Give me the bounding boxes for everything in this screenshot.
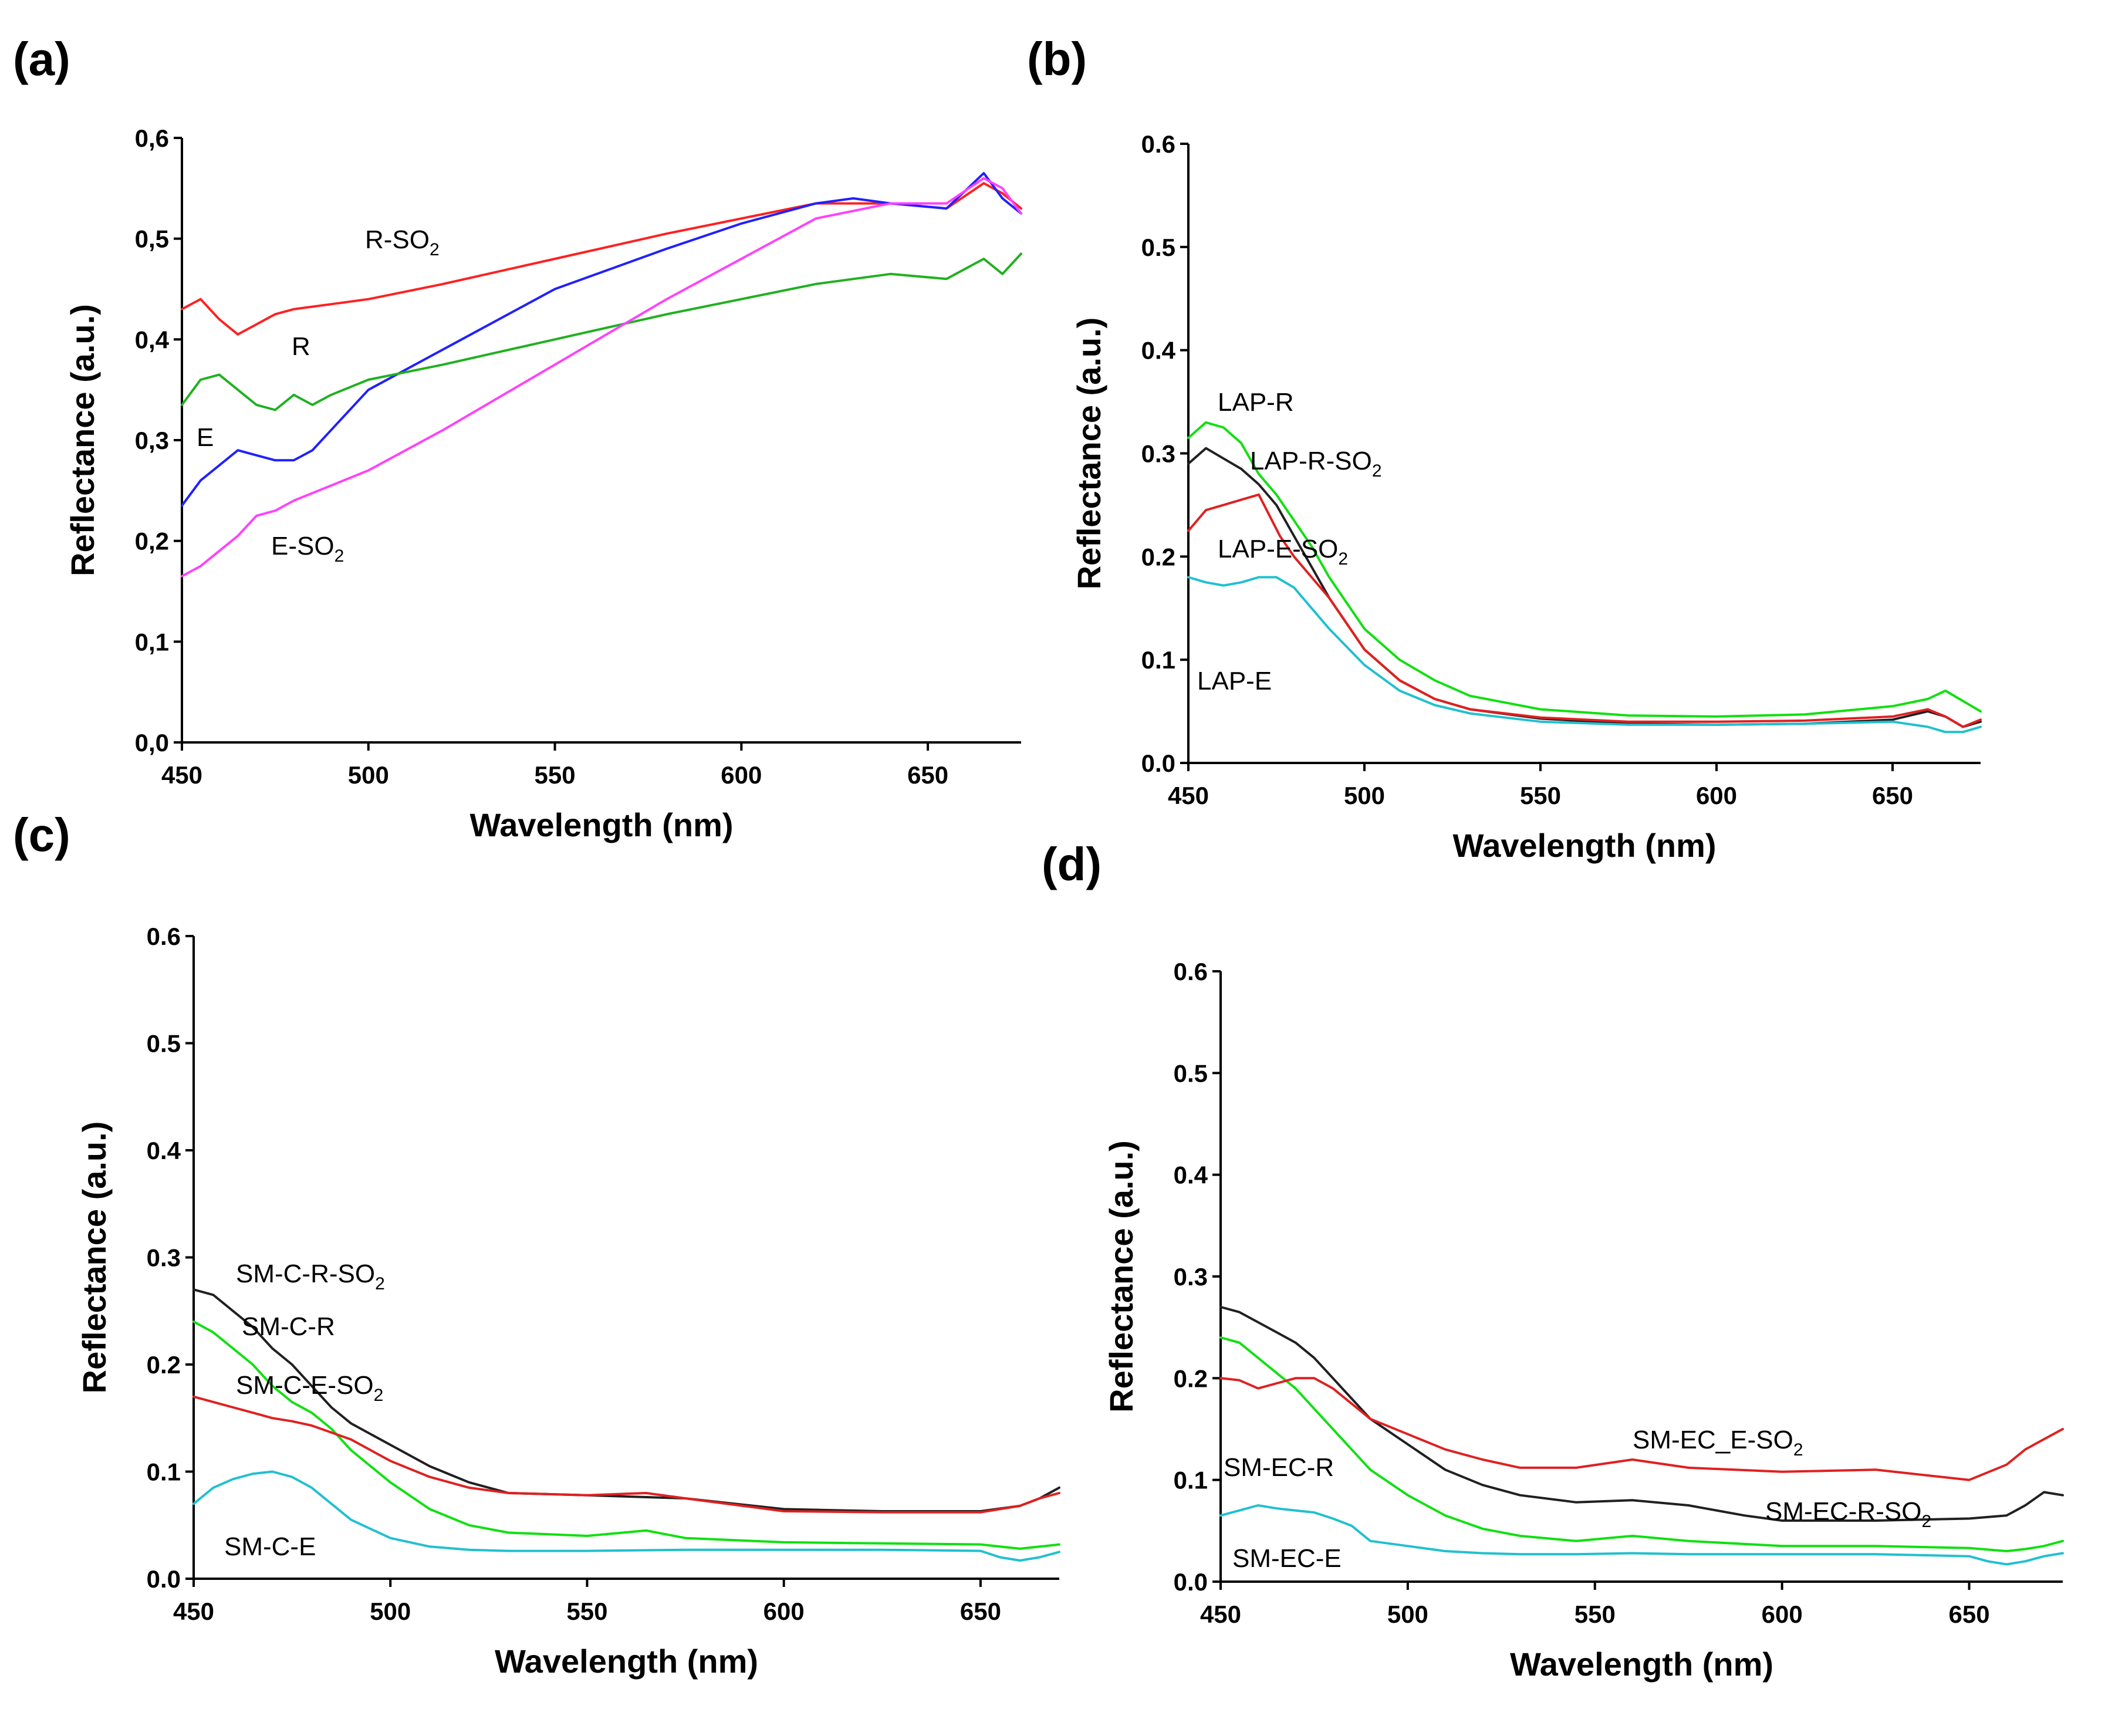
series-line-sm-c-e-so2 — [192, 1395, 1060, 1514]
curve-label-e-so2: E-SO2 — [271, 532, 344, 566]
series-line-sm-ec-r — [1219, 1336, 2064, 1552]
x-tick-label: 500 — [370, 1597, 411, 1625]
x-tick-label: 450 — [173, 1597, 214, 1625]
x-tick-label: 650 — [907, 761, 948, 789]
series-line-lap-r — [1187, 421, 1982, 718]
x-tick-label: 550 — [1574, 1600, 1616, 1628]
curve-label-lap-e-so2: LAP-E-SO2 — [1218, 535, 1348, 569]
y-axis-title: Reflectance (a.u.) — [1103, 1140, 1140, 1413]
y-tick-label: 0.1 — [1174, 1467, 1208, 1494]
series-line-sm-ec-e — [1219, 1504, 2064, 1566]
y-tick-label: 0.5 — [1174, 1059, 1208, 1087]
curve-label-sm-c-e: SM-C-E — [224, 1532, 316, 1561]
curve-label-e: E — [197, 423, 214, 452]
y-tick-label: 0,4 — [135, 326, 170, 353]
y-axis-title: Reflectance (a.u.) — [64, 304, 101, 576]
x-tick-label: 450 — [1200, 1600, 1241, 1628]
curve-label-sm-c-r-so2: SM-C-R-SO2 — [236, 1259, 385, 1293]
y-axis-title: Reflectance (a.u.) — [1070, 318, 1107, 590]
y-tick-label: 0.4 — [1174, 1161, 1208, 1189]
curve-label-sm-ec-e: SM-EC-E — [1232, 1544, 1342, 1573]
curve-label-sm-ec-r: SM-EC-R — [1224, 1453, 1334, 1482]
y-tick-label: 0.5 — [147, 1030, 181, 1058]
y-tick-label: 0.1 — [147, 1458, 181, 1486]
y-tick-label: 0.6 — [1174, 958, 1208, 985]
y-tick-label: 0.0 — [147, 1565, 181, 1593]
y-tick-label: 0,3 — [135, 427, 169, 454]
series-line-sm-c-e — [192, 1470, 1060, 1562]
series-line-e-so2 — [181, 177, 1022, 577]
panel-label: (c) — [13, 809, 70, 861]
panel-label: (b) — [1027, 33, 1087, 85]
series-line-e — [181, 252, 1022, 411]
x-axis-title: Wavelength (nm) — [495, 1643, 758, 1680]
y-tick-label: 0.4 — [147, 1137, 181, 1164]
y-tick-label: 0.6 — [147, 923, 181, 950]
y-tick-label: 0.4 — [1141, 337, 1176, 364]
series-line-lap-e-so2 — [1187, 493, 1982, 728]
y-tick-label: 0.3 — [1174, 1263, 1208, 1291]
x-tick-label: 600 — [763, 1597, 805, 1625]
x-tick-label: 550 — [1520, 782, 1561, 809]
y-tick-label: 0.2 — [147, 1351, 181, 1379]
curve-label-lap-r: LAP-R — [1218, 388, 1294, 417]
x-tick-label: 550 — [566, 1597, 607, 1625]
curve-label-sm-c-e-so2: SM-C-E-SO2 — [236, 1371, 383, 1405]
panel-label: (d) — [1042, 838, 1102, 890]
y-tick-label: 0.5 — [1141, 234, 1175, 261]
y-tick-label: 0,6 — [135, 124, 169, 152]
chart-panel: (a) 0,0 0,1 0,2 0,3 0,4 0,5 0,6 450 500 550 600 650 W… — [13, 33, 1022, 843]
series-line-sm-c-r — [192, 1320, 1060, 1550]
x-tick-label: 600 — [1762, 1600, 1803, 1628]
y-tick-label: 0.6 — [1141, 130, 1175, 158]
y-tick-label: 0,0 — [135, 729, 169, 756]
chart-panel: (b) 0.0 0.1 0.2 0.3 0.4 0.5 0.6 450 500 550 600 650 W… — [1027, 33, 1982, 864]
x-tick-label: 500 — [1344, 782, 1385, 809]
chart-panel: (c) 0.0 0.1 0.2 0.3 0.4 0.5 0.6 450 500 550 600 650 W… — [13, 809, 1060, 1680]
y-tick-label: 0,5 — [135, 225, 169, 253]
y-axis-title: Reflectance (a.u.) — [76, 1122, 113, 1394]
x-tick-label: 450 — [1168, 782, 1209, 809]
series-line-lap-e — [1187, 576, 1982, 734]
curve-label-r-so2: R-SO2 — [365, 225, 440, 259]
y-tick-label: 0.2 — [1141, 543, 1175, 570]
x-axis-title: Wavelength (nm) — [1452, 827, 1716, 864]
curve-label-r: R — [292, 332, 310, 361]
series-line-sm-ec-r-so2 — [1219, 1306, 2064, 1522]
x-axis-title: Wavelength (nm) — [1510, 1646, 1773, 1683]
chart-panel: (d) 0.0 0.1 0.2 0.3 0.4 0.5 0.6 450 500 550 600 650 W… — [1042, 838, 2064, 1683]
curve-label-lap-e: LAP-E — [1197, 667, 1272, 695]
series-line-sm-ec-e-so2 — [1219, 1377, 2064, 1481]
series-line-r-so2 — [181, 182, 1022, 336]
x-tick-label: 550 — [535, 761, 576, 789]
x-tick-label: 500 — [1387, 1600, 1428, 1628]
y-tick-label: 0.1 — [1141, 646, 1175, 674]
x-tick-label: 600 — [1696, 782, 1737, 809]
y-tick-label: 0.0 — [1174, 1568, 1208, 1596]
series-line-r — [181, 172, 1022, 507]
curve-label-sm-ec-r-so2: SM-EC-R-SO2 — [1765, 1497, 1931, 1531]
x-tick-label: 650 — [1949, 1600, 1990, 1628]
x-tick-label: 650 — [1872, 782, 1913, 809]
curve-label-sm-ec-e-so2: SM-EC_E-SO2 — [1633, 1426, 1803, 1460]
y-tick-label: 0.3 — [1141, 440, 1175, 468]
x-tick-label: 600 — [721, 761, 762, 789]
series-line-lap-r-so2 — [1187, 447, 1982, 728]
curve-label-lap-r-so2: LAP-R-SO2 — [1250, 447, 1382, 481]
x-tick-label: 500 — [348, 761, 389, 789]
y-tick-label: 0,2 — [135, 528, 169, 555]
y-tick-label: 0,1 — [135, 628, 169, 656]
x-tick-label: 450 — [161, 761, 202, 789]
panel-label: (a) — [13, 33, 70, 85]
curve-label-sm-c-r: SM-C-R — [242, 1312, 335, 1341]
x-tick-label: 650 — [960, 1597, 1001, 1625]
y-tick-label: 0.3 — [147, 1244, 181, 1272]
x-axis-title: Wavelength (nm) — [469, 806, 733, 843]
y-tick-label: 0.0 — [1141, 749, 1175, 777]
y-tick-label: 0.2 — [1174, 1365, 1208, 1392]
